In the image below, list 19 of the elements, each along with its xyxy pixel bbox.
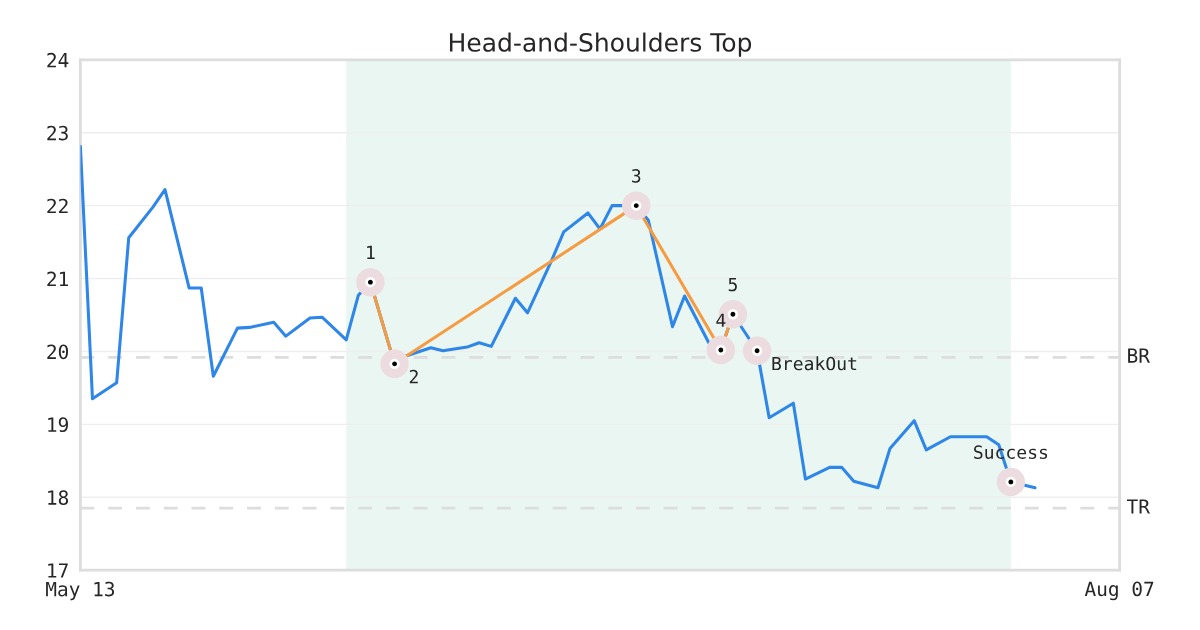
annotation: BreakOut	[772, 356, 857, 371]
y-tick-label: 17	[48, 563, 68, 578]
annotation: 4	[716, 313, 726, 327]
y-tick-label: 21	[47, 271, 68, 286]
annotation: 3	[632, 169, 641, 183]
ref-line-label: TR	[1126, 499, 1150, 514]
y-tick-label: 23	[47, 125, 68, 141]
y-tick-label: 22	[47, 198, 68, 214]
y-tick-label: 24	[47, 52, 69, 68]
chart-title: Head-and-Shoulders Top	[449, 32, 752, 57]
x-tick-label: Aug 07	[1084, 581, 1154, 601]
annotation: 2	[409, 369, 418, 384]
annotation: 5	[728, 277, 737, 292]
ref-line-label: BR	[1128, 348, 1150, 363]
y-tick-label: 18	[48, 490, 69, 505]
y-tick-label: 19	[48, 417, 68, 433]
annotation: 1	[367, 245, 375, 259]
x-tick-label: May 13	[46, 581, 115, 601]
y-tick-label: 20	[47, 344, 69, 360]
